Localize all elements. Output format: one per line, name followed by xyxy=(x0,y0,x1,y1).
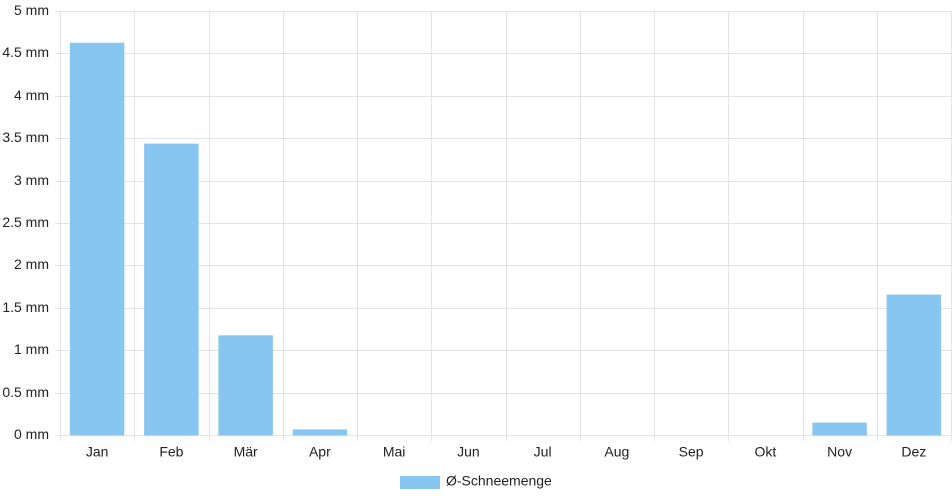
bar xyxy=(144,143,199,436)
x-tick-label: Mär xyxy=(234,444,258,460)
bar xyxy=(69,42,125,436)
x-tick-label: Apr xyxy=(309,444,331,460)
y-tick-label: 1 mm xyxy=(14,341,49,357)
bar xyxy=(218,335,273,436)
x-tick-label: Jan xyxy=(86,444,109,460)
x-tick-label: Jul xyxy=(534,444,552,460)
x-tick-label: Sep xyxy=(679,444,704,460)
y-tick-label: 2 mm xyxy=(14,256,49,272)
y-tick-label: 1.5 mm xyxy=(2,299,49,315)
y-tick-label: 0 mm xyxy=(14,426,49,442)
y-tick-label: 4.5 mm xyxy=(2,44,49,60)
x-tick-label: Okt xyxy=(754,444,776,460)
x-tick-label: Mai xyxy=(383,444,406,460)
y-tick-label: 3 mm xyxy=(14,172,49,188)
legend-swatch xyxy=(400,476,440,489)
y-tick-label: 0.5 mm xyxy=(2,384,49,400)
y-tick-label: 5 mm xyxy=(14,2,49,18)
bar xyxy=(886,294,942,436)
y-tick-label: 2.5 mm xyxy=(2,214,49,230)
x-tick-label: Aug xyxy=(604,444,629,460)
x-tick-label: Nov xyxy=(827,444,852,460)
y-tick-label: 3.5 mm xyxy=(2,129,49,145)
x-tick-label: Feb xyxy=(159,444,183,460)
bar xyxy=(292,429,348,436)
x-tick-label: Dez xyxy=(901,444,926,460)
bar xyxy=(812,422,867,436)
legend-label: Ø-Schneemenge xyxy=(446,473,552,489)
x-tick-label: Jun xyxy=(457,444,480,460)
y-tick-label: 4 mm xyxy=(14,87,49,103)
